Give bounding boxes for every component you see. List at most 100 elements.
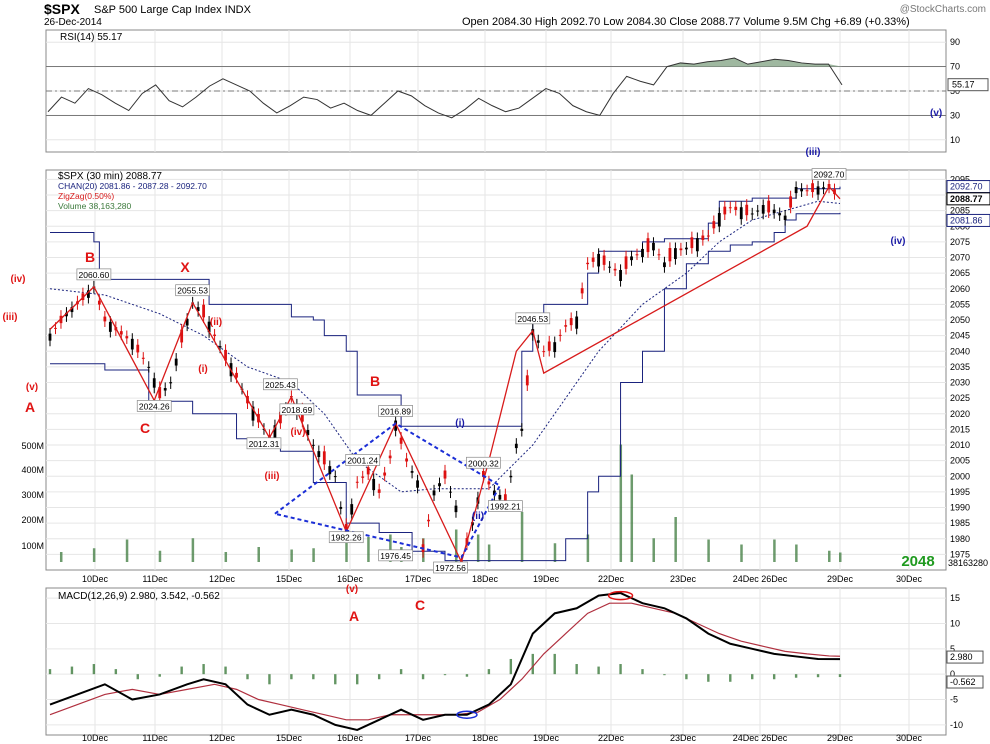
volume-bar [795, 544, 798, 562]
price-label-box [279, 403, 315, 416]
price-label-box [433, 561, 468, 574]
price-bar-body [196, 307, 200, 312]
macd-histogram-bar [92, 664, 96, 675]
macd-tick-label: -10 [950, 720, 963, 730]
channel-middle-line [49, 200, 841, 493]
x-tick-label: 11Dec [142, 574, 168, 584]
price-bar-body [613, 268, 617, 271]
price-value-label: 2081.86 [950, 215, 983, 225]
price-value-box [946, 213, 990, 227]
volume-bar [312, 548, 315, 562]
chart-name: S&P 500 Large Cap Index INDX [94, 4, 251, 16]
price-tick-label: 1990 [950, 503, 970, 513]
volume-bar [367, 537, 370, 562]
x-tick-label: 17Dec [405, 733, 432, 743]
price-bar-body [728, 207, 732, 209]
x-tick-label: 11Dec [142, 733, 168, 743]
volume-bar [125, 539, 129, 562]
price-bar-body [586, 262, 590, 265]
price-label: 2092.70 [814, 170, 845, 180]
price-label-box [378, 405, 413, 417]
x-tick-label: 22Dec [598, 733, 625, 743]
price-bar-body [410, 471, 414, 473]
volume-bar [59, 552, 63, 562]
price-bar-body [482, 471, 485, 477]
price-label: 2018.69 [282, 405, 313, 415]
wave-label: B [370, 373, 380, 389]
wave-label: (v) [26, 382, 38, 393]
macd-histogram-bar [224, 666, 227, 675]
price-bar-body [449, 491, 452, 493]
macd-histogram-bar [268, 674, 271, 685]
price-bar-body [224, 349, 227, 361]
price-tick-label: 1980 [950, 534, 970, 544]
price-bar-body [734, 206, 738, 210]
x-tick-label: 23Dec [670, 574, 697, 584]
price-bar-body [750, 213, 754, 215]
price-tick-label: 2095 [950, 174, 970, 184]
price-legend: $SPX (30 min) 2088.77 [58, 171, 162, 182]
macd-histogram-bar [553, 653, 556, 675]
x-tick-label: 12Dec [209, 574, 236, 584]
price-tick-label: 2020 [950, 409, 970, 419]
x-tick-label: 24Dec 26Dec [733, 574, 788, 584]
wave-label: (iv) [11, 274, 26, 285]
x-tick-label: 23Dec [670, 733, 697, 743]
price-bar-body [427, 519, 430, 522]
price-bar-body [816, 186, 820, 195]
price-tick-label: 2040 [950, 346, 970, 356]
volume-bar [553, 543, 557, 562]
price-bar-body [152, 378, 156, 388]
price-bar-body [575, 316, 579, 329]
price-tick-label: 2005 [950, 456, 970, 466]
wave-label: (iii) [3, 312, 18, 323]
price-bar-body [591, 257, 595, 262]
wave-label: (v) [346, 584, 358, 595]
price-label-box [378, 549, 413, 562]
price-value-label: 2088.77 [950, 194, 983, 204]
x-tick-label: 30Dec [896, 574, 923, 584]
macd-histogram-bar [48, 669, 52, 675]
volume-tick-label: 100M [21, 541, 44, 551]
price-bar-body [723, 206, 727, 215]
price-bar-body [158, 387, 162, 399]
price-bar-body [553, 342, 557, 353]
rsi-tick-label: 90 [950, 37, 960, 47]
volume-bar [839, 552, 842, 562]
price-bar-body [514, 443, 518, 449]
price-label: 1972.56 [435, 563, 466, 573]
x-tick-label: 15Dec [276, 733, 303, 743]
volume-bar [773, 539, 776, 562]
volume-value-label: 38163280 [948, 558, 988, 568]
price-bar-body [213, 334, 216, 337]
price-label-box [487, 500, 523, 512]
wave-label: (ii) [472, 511, 484, 522]
x-tick-label: 15Dec [276, 574, 303, 584]
price-bar-body [443, 470, 447, 479]
price-bar-body [657, 254, 661, 256]
macd-histogram-bar [246, 674, 249, 680]
volume-bar [92, 548, 96, 562]
x-tick-label: 10Dec [82, 733, 109, 743]
price-bar-body [251, 406, 255, 421]
price-bar-body [509, 475, 513, 478]
price-bar-body [619, 269, 622, 281]
volume-bar [586, 534, 590, 562]
macd-value-box [946, 675, 984, 689]
price-bar-body [147, 366, 151, 368]
macd-histogram-bar [443, 674, 447, 676]
macd-histogram-bar [312, 674, 315, 680]
price-bar-body [383, 472, 387, 476]
wave-label: (v) [930, 108, 942, 119]
x-tick-label: 10Dec [82, 574, 109, 584]
price-label-box [136, 400, 172, 412]
volume-bar [389, 534, 392, 562]
price-label: 2055.53 [177, 286, 208, 296]
price-bar-body [783, 215, 787, 220]
macd-histogram-bar [838, 674, 842, 678]
price-tick-label: 1985 [950, 518, 970, 528]
wave-label: (i) [198, 364, 207, 375]
price-value-box [946, 192, 990, 206]
macd-tick-label: 10 [950, 618, 960, 628]
price-legend: ZigZag(0.50%) [58, 191, 114, 201]
